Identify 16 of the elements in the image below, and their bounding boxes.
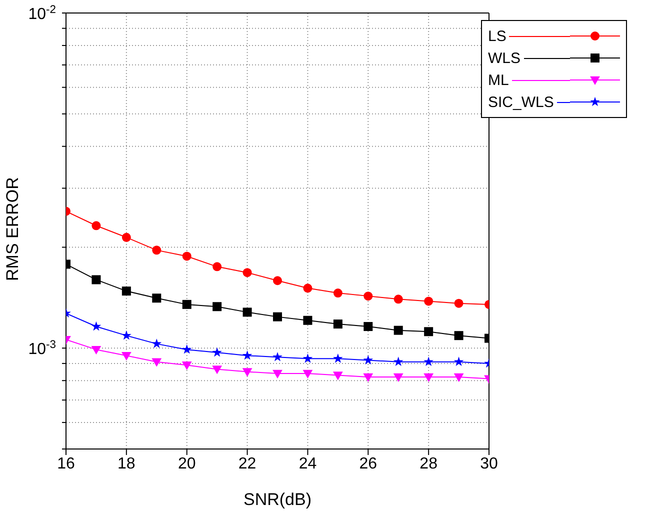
x-tick-label: 30 bbox=[480, 455, 498, 472]
legend-label: LS bbox=[488, 28, 506, 44]
y-tick-label: 10$^{-2}$ bbox=[28, 4, 56, 23]
legend-label: SIC_WLS bbox=[488, 94, 554, 110]
x-tick-label: 22 bbox=[238, 455, 256, 472]
x-axis-title: SNR(dB) bbox=[243, 490, 312, 509]
x-tick-label: 20 bbox=[178, 455, 196, 472]
x-tick-label: 18 bbox=[118, 455, 136, 472]
x-tick-label: 26 bbox=[359, 455, 378, 472]
x-tick-label: 24 bbox=[298, 455, 317, 472]
legend-label: ML bbox=[488, 72, 509, 88]
x-tick-label: 28 bbox=[420, 455, 438, 472]
x-tick-label: 16 bbox=[57, 455, 75, 472]
y-tick-label: 10$^{-3}$ bbox=[28, 339, 56, 358]
y-axis-title: RMS ERROR bbox=[3, 177, 22, 281]
legend-label: WLS bbox=[488, 50, 521, 66]
